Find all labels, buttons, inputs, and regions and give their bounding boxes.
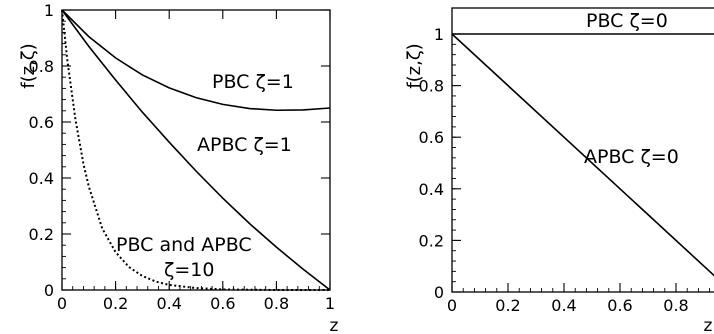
right-plot-frame [451, 7, 714, 293]
right-y-tick-label: 0.4 [419, 180, 444, 199]
annotation-zeta10: ζ=10 [164, 259, 214, 281]
left-x-tick-label: 1 [325, 294, 335, 313]
left-y-tick-labels: 0 0.2 0.4 0.6 0.8 1 [29, 1, 54, 300]
left-y-tick-label: 0.4 [29, 169, 54, 188]
left-y-tick-label: 0 [44, 281, 54, 300]
left-x-tick-label: 0 [57, 294, 67, 313]
right-series-1-line [451, 33, 714, 277]
annotation-pbc-zeta1: PBC ζ=1 [212, 71, 294, 93]
left-x-tick-label: 0.4 [156, 294, 181, 313]
left-y-tick-label: 0.2 [29, 225, 54, 244]
left-plot-frame [61, 9, 331, 291]
right-x-axis-label: z [704, 316, 713, 334]
right-x-tick-label: 0.6 [607, 296, 632, 315]
right-y-tick-label: 0.2 [419, 231, 444, 250]
right-y-tick-labels: 0 0.2 0.4 0.6 0.8 1 [419, 25, 444, 302]
left-y-tick-label: 0.6 [29, 113, 54, 132]
left-chart: 0 0.2 0.4 0.6 0.8 1 0 0.2 0.4 0.6 0.8 1 f(z,ζ) z P… [18, 1, 339, 334]
annotation-apbc-zeta1: APBC ζ=1 [197, 134, 292, 156]
annotation-pbc-zeta0: PBC ζ=0 [586, 10, 668, 32]
right-x-tick-label: 0.2 [495, 296, 520, 315]
left-y-axis-label: f(z,ζ) [18, 43, 39, 88]
annotation-apbc-zeta0: APBC ζ=0 [584, 146, 679, 168]
right-x-tick-labels: 0 0.2 0.4 0.6 0.8 [447, 296, 689, 315]
left-x-tick-label: 0.8 [264, 294, 289, 313]
right-chart: 0 0.2 0.4 0.6 0.8 0 0.2 0.4 0.6 0.8 1 f(z,ζ) z PB… [404, 7, 714, 334]
left-series-1-line [61, 9, 331, 291]
annotation-pbc-and-apbc: PBC and APBC [116, 234, 252, 256]
right-y-tick-label: 0.6 [419, 128, 444, 147]
right-series-lines [451, 33, 714, 277]
right-y-tick-label: 0.8 [419, 77, 444, 96]
left-x-tick-labels: 0 0.2 0.4 0.6 0.8 1 [57, 294, 335, 313]
left-y-tick-label: 0.8 [29, 57, 54, 76]
right-x-tick-label: 0 [447, 296, 457, 315]
right-x-tick-label: 0.8 [663, 296, 688, 315]
left-x-tick-label: 0.2 [103, 294, 128, 313]
left-x-axis-label: z [330, 316, 339, 334]
left-series-0-line [61, 9, 331, 112]
left-y-tick-label: 1 [44, 1, 54, 20]
right-x-tick-label: 0.4 [551, 296, 576, 315]
left-axis-ticks [61, 9, 331, 291]
right-y-tick-label: 0 [434, 283, 444, 302]
left-x-tick-label: 0.6 [210, 294, 235, 313]
left-series-lines [61, 9, 331, 291]
right-y-axis-label: f(z,ζ) [404, 43, 425, 88]
right-y-tick-label: 1 [434, 25, 444, 44]
